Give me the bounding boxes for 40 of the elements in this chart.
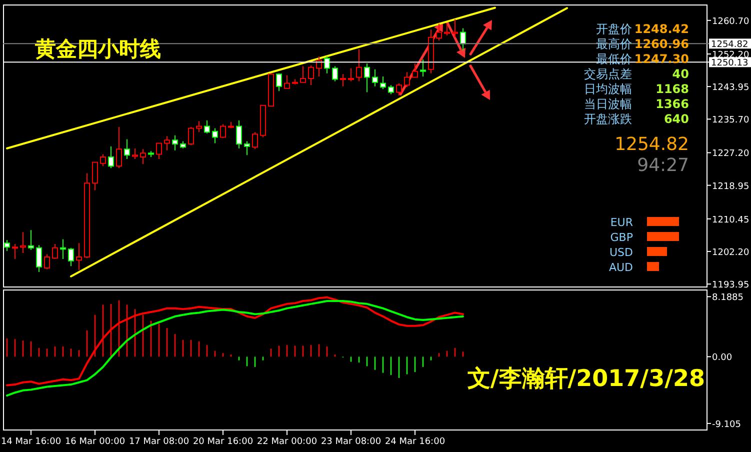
- y-tick-label: 1243.95: [712, 83, 750, 94]
- x-tick-label: 17 Mar 08:00: [128, 437, 190, 447]
- y-tick-label: 1210.45: [712, 215, 750, 226]
- ref-line-label: 1254.82: [711, 40, 748, 50]
- x-tick-label: 20 Mar 16:00: [192, 437, 254, 447]
- x-tick-label: 16 Mar 00:00: [64, 437, 126, 447]
- ref-line-label: 1250.13: [711, 58, 748, 69]
- annotation: 1168: [656, 82, 689, 96]
- annotation: 日均波幅: [584, 82, 632, 96]
- annotation: 1254.82: [614, 134, 689, 155]
- annotation: 94:27: [637, 155, 689, 176]
- y-tick-label: 1193.95: [712, 280, 750, 291]
- y-tick-label: 1227.20: [712, 149, 750, 160]
- y-tick-label: 0.00: [712, 353, 732, 364]
- x-tick-label: 14 Mar 16:00: [0, 437, 62, 447]
- x-tick-label: 24 Mar 16:00: [384, 437, 446, 447]
- y-tick-label: 1218.95: [712, 182, 750, 192]
- y-tick-label: 8.1885: [712, 293, 744, 304]
- annotation: 1260.96: [634, 37, 689, 51]
- annotation: 开盘价: [596, 22, 632, 36]
- y-tick-label: USD: [609, 246, 633, 259]
- text: 黄金四小时线: [34, 37, 161, 61]
- y-tick-label: -9.105: [712, 420, 742, 430]
- y-tick-label: EUR: [610, 216, 634, 229]
- annotation: 当日波幅: [584, 97, 632, 111]
- annotation: 最高价: [596, 37, 632, 51]
- annotation: 文/李瀚轩/2017/3/28: [466, 366, 705, 392]
- y-tick-label: 1260.70: [712, 16, 750, 27]
- y-tick-label: AUD: [608, 261, 633, 274]
- annotation: 640: [664, 112, 689, 126]
- annotation: 交易点差: [584, 67, 632, 81]
- annotation: 40: [672, 67, 689, 81]
- x-tick-label: 22 Mar 00:00: [256, 437, 318, 447]
- annotation: 开盘涨跌: [584, 112, 632, 126]
- y-tick-label: GBP: [610, 231, 634, 244]
- y-tick-label: 1235.70: [712, 116, 750, 126]
- annotation: 1366: [656, 97, 689, 111]
- x-tick-label: 23 Mar 08:00: [320, 437, 382, 447]
- annotation: 1248.42: [634, 22, 689, 36]
- y-tick-label: 1202.20: [712, 248, 750, 258]
